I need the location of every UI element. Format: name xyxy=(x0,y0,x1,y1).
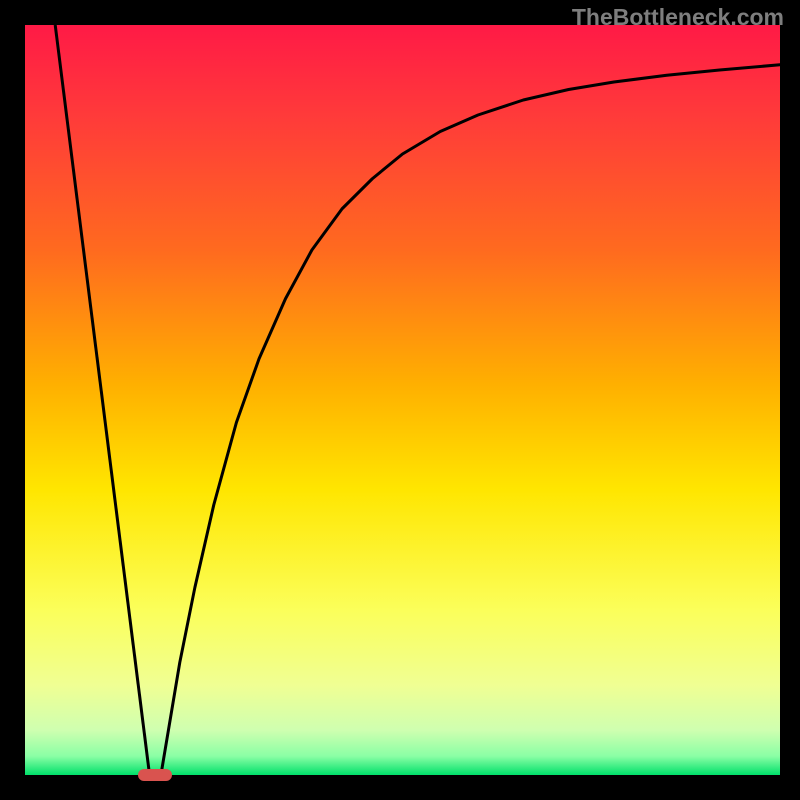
watermark-text: TheBottleneck.com xyxy=(572,4,784,31)
curve-layer xyxy=(25,25,780,775)
chart-frame: TheBottleneck.com xyxy=(0,0,800,800)
plot-area xyxy=(25,25,780,775)
gradient-background xyxy=(25,25,780,775)
optimal-marker xyxy=(138,769,172,781)
